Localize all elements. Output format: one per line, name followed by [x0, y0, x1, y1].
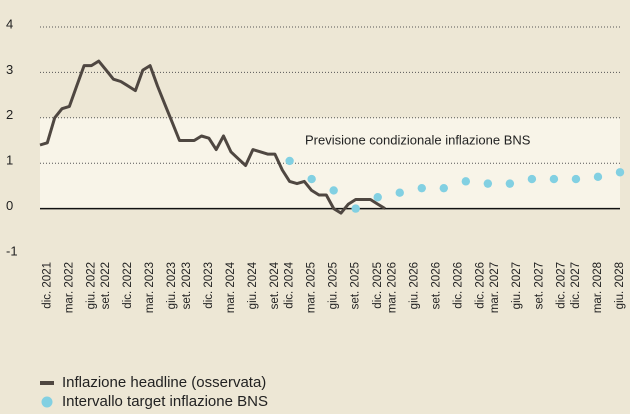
x-tick-label: dic. 2022: [122, 262, 134, 309]
y-tick-label: -1: [6, 243, 18, 258]
x-tick-label: mar. 2022: [63, 262, 75, 313]
x-tick-label: dic. 2026: [475, 262, 487, 309]
x-tick-label: giu. 2024: [247, 261, 259, 309]
y-tick-label: 3: [6, 62, 13, 77]
x-tick-label: giu. 2028: [614, 262, 626, 309]
dot: [527, 174, 537, 184]
x-tick-label: giu. 2026: [408, 262, 420, 309]
legend-swatch: [41, 396, 53, 408]
dot: [483, 179, 493, 188]
dot: [417, 183, 426, 193]
y-tick-label: 1: [6, 153, 13, 168]
x-tick-label: mar. 2027: [489, 262, 501, 313]
x-tick-label: giu. 2027: [511, 262, 523, 309]
x-tick-label: set. 2027: [533, 262, 545, 309]
dot: [395, 188, 404, 197]
y-tick-label: 0: [6, 198, 13, 213]
dot: [351, 204, 360, 213]
x-tick-label: set. 2026: [430, 262, 442, 309]
x-tick-label: mar. 2028: [592, 262, 604, 313]
x-tick-label: giu. 2025: [328, 262, 340, 309]
dot: [549, 174, 559, 184]
dot: [505, 179, 515, 188]
x-tick-label: dic. 2027: [555, 262, 567, 309]
x-tick-label: mar. 2023: [144, 262, 156, 313]
x-tick-label: dic. 2026: [453, 262, 465, 309]
x-tick-label: dic. 2024: [284, 261, 296, 308]
annotation: Previsione condizionale inflazione BNS: [305, 132, 531, 147]
x-tick-label: dic. 2023: [203, 262, 215, 309]
x-tick-label: mar. 2024: [225, 261, 237, 313]
dot: [615, 168, 625, 177]
legend-swatch: [40, 381, 54, 385]
y-tick-label: 2: [6, 107, 13, 122]
x-tick-label: mar. 2026: [386, 262, 398, 313]
y-tick-label: 4: [6, 16, 13, 31]
x-tick-label: set. 2024: [269, 261, 281, 309]
dot: [439, 183, 448, 193]
x-tick-label: dic. 2025: [372, 262, 384, 309]
x-tick-label: set. 2023: [181, 262, 193, 309]
x-tick-label: dic. 2021: [41, 262, 53, 309]
dot: [593, 172, 603, 182]
x-tick-label: giu. 2023: [166, 262, 178, 309]
dot: [461, 177, 471, 186]
x-tick-label: giu. 2022: [85, 262, 97, 309]
dot: [373, 193, 382, 202]
line-series: [39, 59, 386, 215]
dot: [307, 174, 316, 184]
x-tick-label: mar. 2025: [306, 262, 318, 313]
x-tick-label: dic. 2027: [570, 262, 582, 309]
dot: [571, 174, 581, 184]
legend-label: Intervallo target inflazione BNS: [62, 393, 268, 410]
x-tick-label: set. 2022: [100, 262, 112, 309]
dot: [329, 186, 338, 195]
dot: [285, 156, 294, 166]
x-tick-label: set. 2025: [350, 262, 362, 309]
legend-label: Inflazione headline (osservata): [62, 374, 266, 391]
